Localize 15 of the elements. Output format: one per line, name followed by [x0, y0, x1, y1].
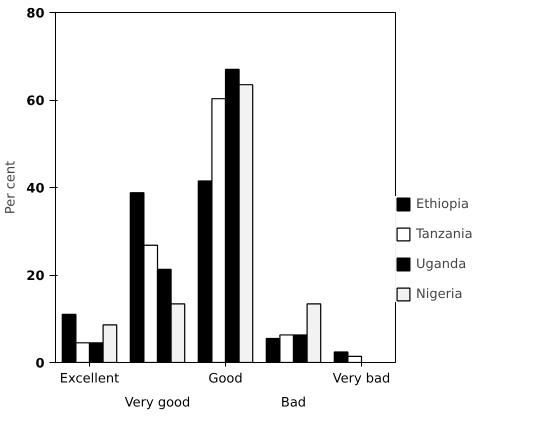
x-tick-label: Bad	[280, 396, 306, 410]
legend-label: Ethiopia	[416, 196, 469, 212]
x-tick-label: Good	[208, 372, 243, 386]
x-tick-label: Excellent	[60, 372, 120, 386]
y-tick-label: 0	[35, 356, 44, 372]
x-tick-label: Very good	[124, 396, 190, 410]
y-tick-label: 80	[26, 6, 45, 22]
legend-label: Tanzania	[416, 226, 473, 242]
y-tick-label: 20	[26, 269, 45, 284]
y-axis-title: Per cent	[3, 160, 18, 214]
y-tick-label: 40	[26, 182, 45, 196]
legend-label: Uganda	[416, 256, 466, 272]
y-tick-label: 60	[26, 94, 45, 109]
legend-label: Nigeria	[416, 286, 463, 302]
x-tick-label: Very bad	[332, 372, 390, 386]
